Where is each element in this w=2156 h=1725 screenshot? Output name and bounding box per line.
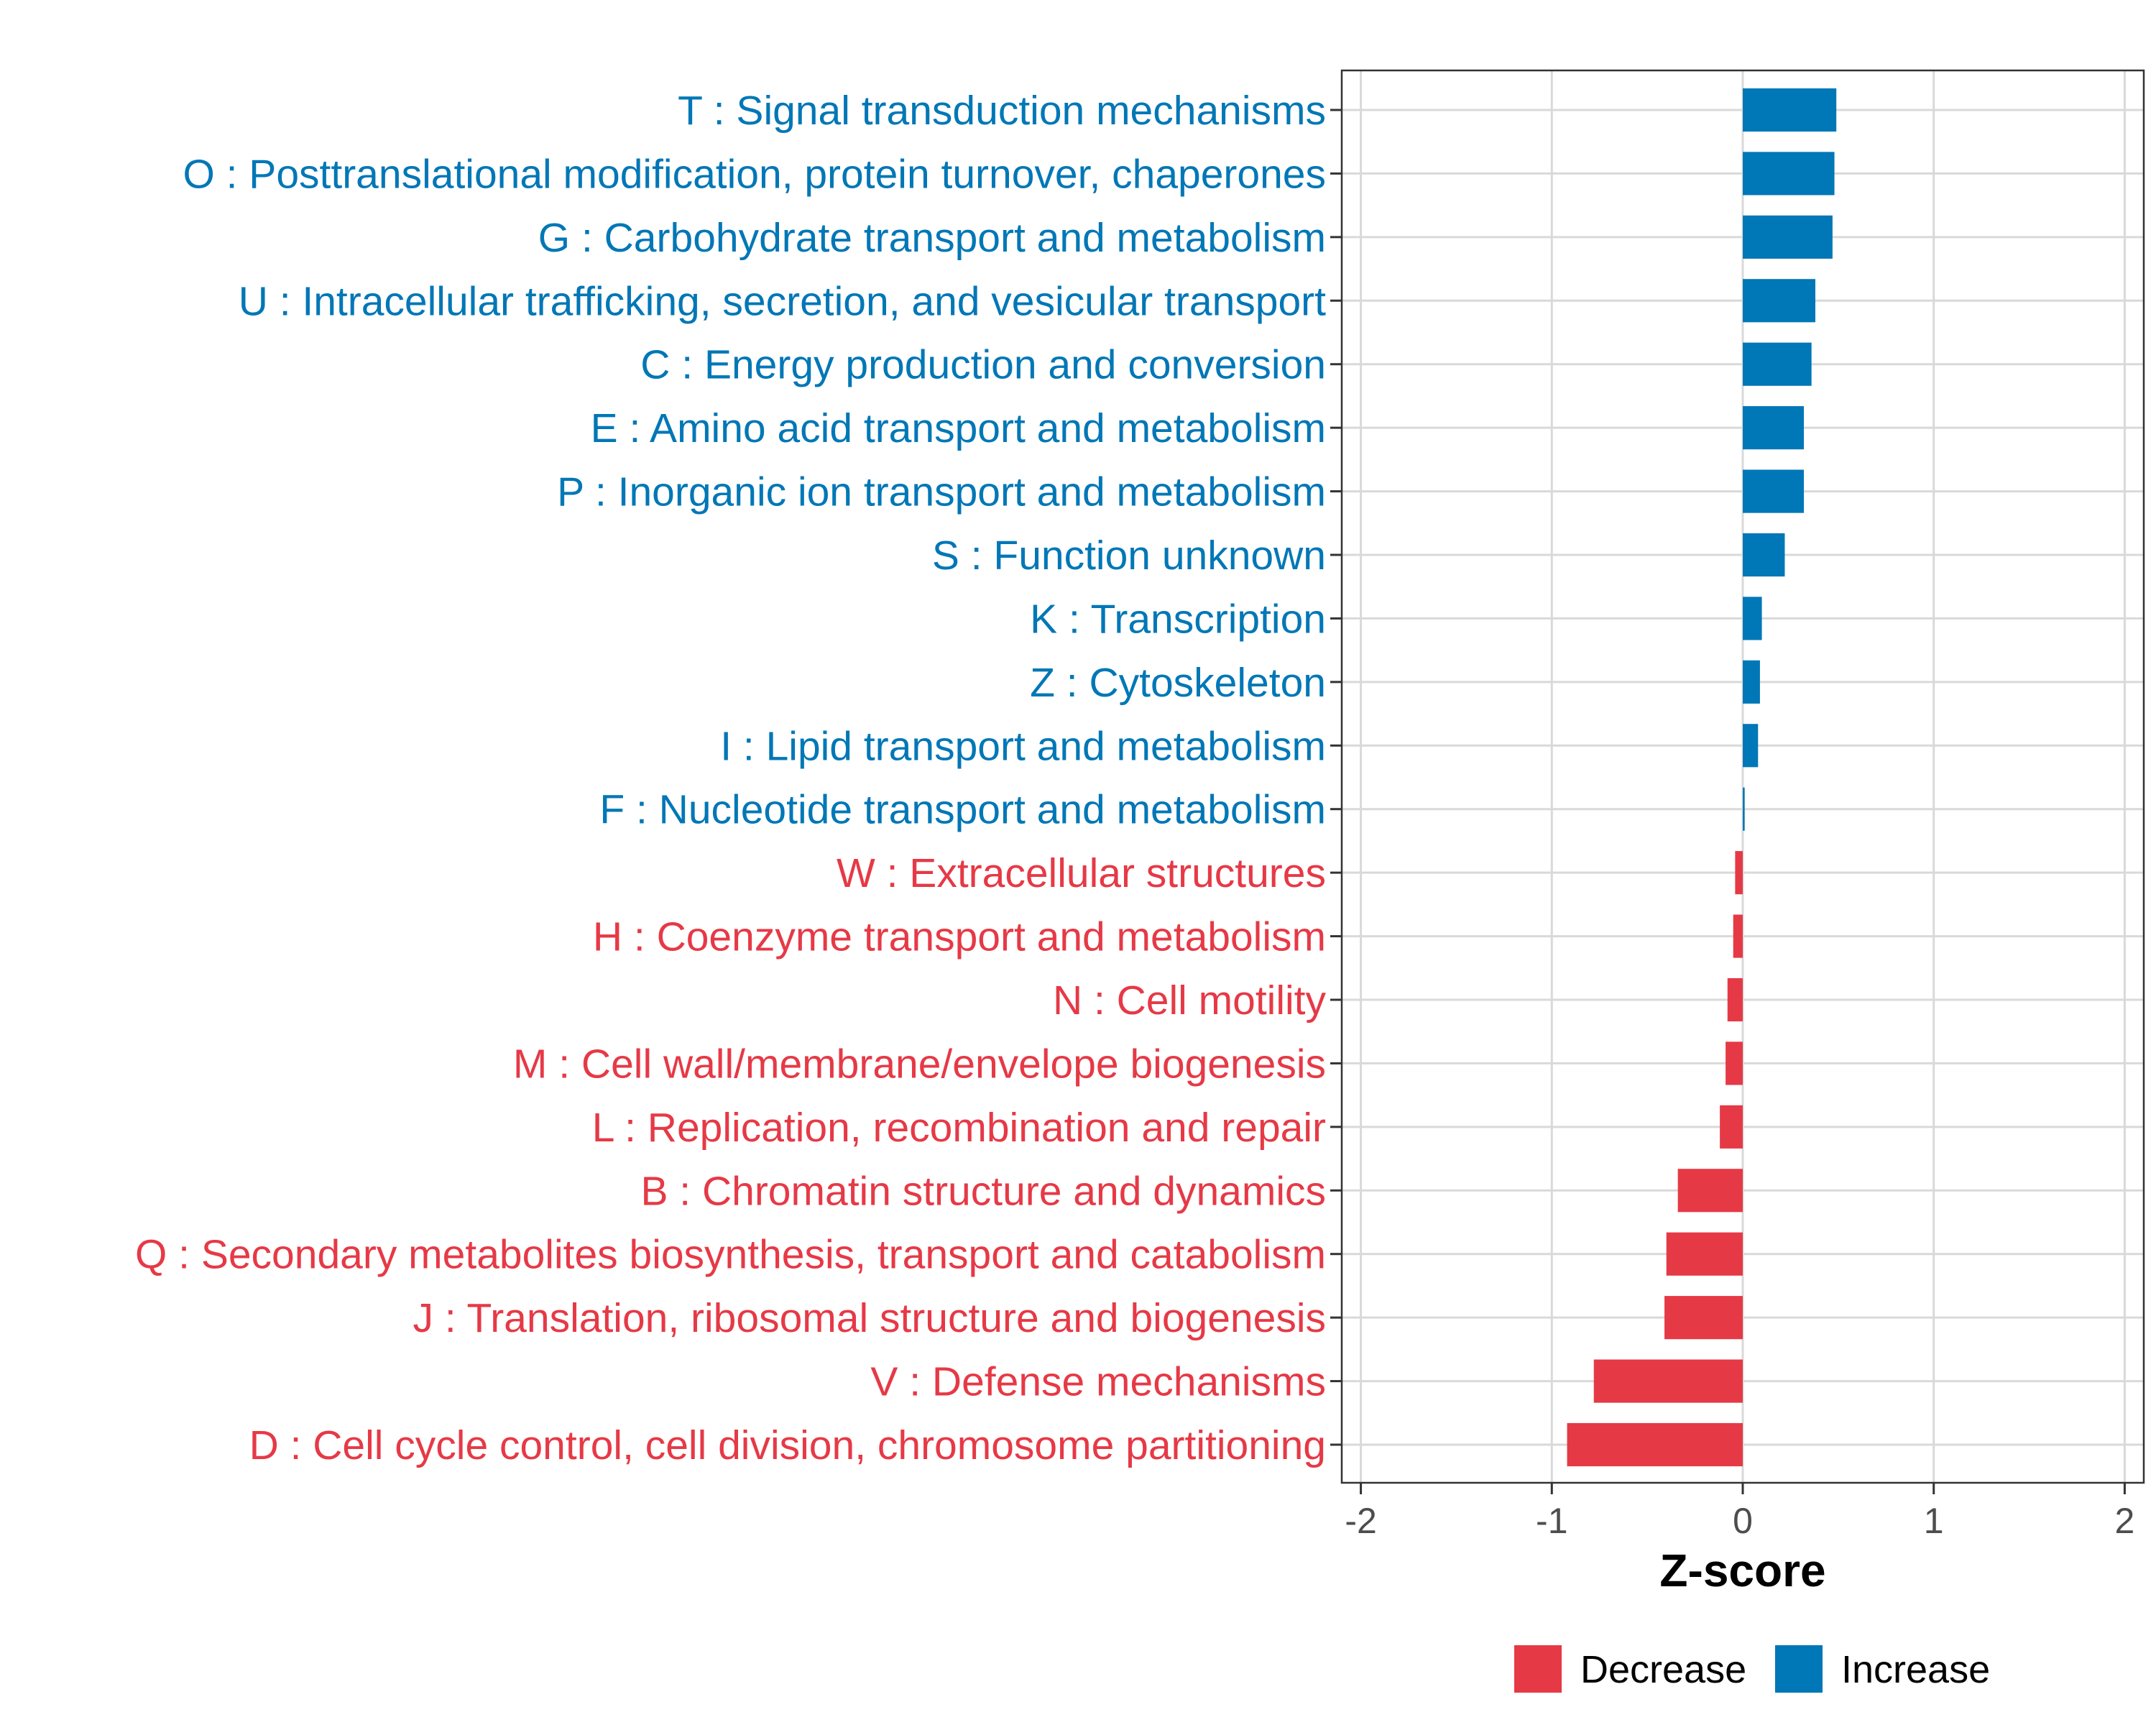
bar (1727, 978, 1743, 1022)
bar (1677, 1169, 1743, 1213)
category-label: V : Defense mechanisms (870, 1359, 1326, 1405)
bar (1743, 597, 1762, 640)
bar (1743, 406, 1805, 450)
legend-key-increase (1775, 1645, 1823, 1693)
bar (1743, 660, 1760, 704)
bar (1593, 1359, 1743, 1403)
category-label: C : Energy production and conversion (640, 342, 1326, 388)
bar (1720, 1105, 1743, 1149)
bar (1666, 1232, 1743, 1276)
bar (1743, 469, 1805, 513)
bar (1726, 1041, 1743, 1085)
category-label: F : Nucleotide transport and metabolism (599, 787, 1326, 833)
category-label: E : Amino acid transport and metabolism (591, 405, 1326, 451)
bar (1743, 215, 1833, 259)
category-labels: T : Signal transduction mechanisms O : Po… (135, 88, 1327, 1468)
category-label: G : Carbohydrate transport and metabolis… (538, 215, 1326, 261)
bar (1735, 851, 1743, 895)
bar (1743, 88, 1837, 132)
category-label: L : Replication, recombination and repai… (592, 1105, 1326, 1151)
bar (1743, 787, 1745, 831)
category-label: J : Translation, ribosomal structure and… (413, 1295, 1326, 1341)
legend-label-decrease: Decrease (1580, 1648, 1746, 1691)
y-axis-ticks (1330, 109, 1342, 1446)
x-axis-title: Z-score (1659, 1545, 1825, 1596)
category-label: W : Extracellular structures (837, 850, 1326, 896)
bar (1664, 1296, 1743, 1340)
bar (1743, 533, 1785, 577)
legend-key-decrease (1514, 1645, 1562, 1693)
legend-label-increase: Increase (1841, 1648, 1990, 1691)
category-label: S : Function unknown (932, 533, 1326, 579)
category-label: P : Inorganic ion transport and metaboli… (557, 469, 1326, 515)
x-tick-label: 2 (2115, 1501, 2135, 1541)
category-label: O : Posttranslational modification, prot… (183, 151, 1326, 197)
bar (1567, 1422, 1743, 1467)
x-tick-label: -1 (1536, 1501, 1567, 1541)
category-label: T : Signal transduction mechanisms (678, 88, 1326, 134)
bar (1743, 152, 1835, 196)
bar (1743, 342, 1812, 386)
category-label: K : Transcription (1030, 596, 1326, 642)
bars (1567, 88, 1837, 1467)
category-label: N : Cell motility (1053, 978, 1327, 1024)
x-axis-ticks: -2 -1 0 1 2 (1345, 1483, 2134, 1541)
category-label: D : Cell cycle control, cell division, c… (249, 1422, 1326, 1468)
category-label: M : Cell wall/membrane/envelope biogenes… (513, 1041, 1326, 1087)
category-label: Z : Cytoskeleton (1030, 660, 1326, 706)
bar (1733, 914, 1743, 958)
category-label: I : Lipid transport and metabolism (720, 723, 1326, 769)
category-label: U : Intracellular trafficking, secretion… (239, 278, 1326, 324)
x-tick-label: -2 (1345, 1501, 1376, 1541)
x-tick-label: 1 (1924, 1501, 1944, 1541)
legend: Decrease Increase (1514, 1645, 1990, 1693)
bar (1743, 724, 1759, 768)
category-label: B : Chromatin structure and dynamics (640, 1168, 1326, 1214)
x-tick-label: 0 (1733, 1501, 1753, 1541)
category-label: H : Coenzyme transport and metabolism (593, 914, 1326, 960)
bar (1743, 279, 1815, 323)
category-label: Q : Secondary metabolites biosynthesis, … (135, 1232, 1326, 1278)
